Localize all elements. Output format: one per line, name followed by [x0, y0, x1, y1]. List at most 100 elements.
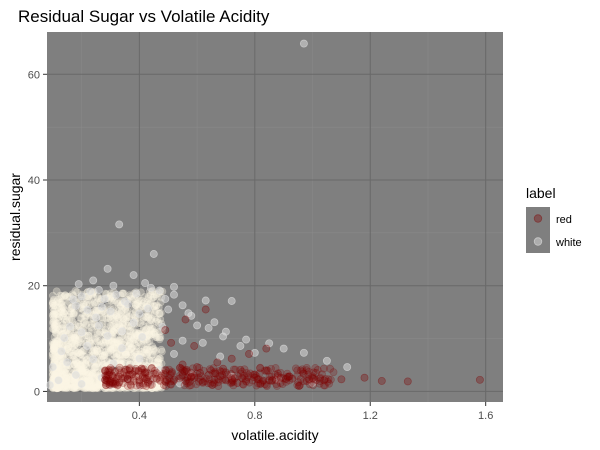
- white-point: [119, 314, 128, 323]
- white-point: [90, 363, 99, 372]
- white-point: [122, 350, 131, 359]
- white-point: [127, 350, 136, 359]
- white-point: [150, 328, 159, 336]
- red-point: [135, 378, 144, 386]
- white-point: [50, 340, 58, 349]
- white-point: [112, 376, 120, 384]
- chart-title: Residual Sugar vs Volatile Acidity: [18, 7, 270, 26]
- white-point: [52, 329, 61, 338]
- white-point: [69, 384, 78, 393]
- white-point: [57, 292, 66, 300]
- white-point: [88, 333, 97, 342]
- white-point: [69, 333, 78, 342]
- white-point: [61, 291, 69, 300]
- red-point: [156, 373, 165, 382]
- red-point: [294, 378, 303, 387]
- white-point: [48, 352, 57, 361]
- white-point: [76, 314, 85, 322]
- white-point: [73, 341, 82, 349]
- red-point: [254, 375, 263, 383]
- white-point: [122, 311, 131, 320]
- white-point: [157, 381, 166, 390]
- red-point: [202, 374, 211, 383]
- white-point: [72, 383, 81, 392]
- white-point: [120, 382, 129, 391]
- white-point: [113, 337, 122, 346]
- red-point: [113, 373, 121, 382]
- red-point: [302, 363, 311, 372]
- white-point: [142, 345, 151, 354]
- legend: label red white: [526, 185, 582, 253]
- white-point: [118, 306, 126, 315]
- red-point: [152, 374, 161, 383]
- legend-white-point: [533, 237, 543, 246]
- white-point: [308, 379, 317, 387]
- white-point: [140, 364, 149, 373]
- red-point: [205, 375, 214, 384]
- white-point: [148, 362, 157, 371]
- white-point: [129, 334, 138, 342]
- white-point: [51, 324, 59, 333]
- white-point: [135, 367, 144, 375]
- white-point: [122, 367, 131, 376]
- white-point: [138, 366, 147, 375]
- white-point: [114, 314, 122, 323]
- white-point: [49, 315, 58, 323]
- red-point: [252, 373, 260, 382]
- red-point: [265, 372, 274, 381]
- white-point: [107, 337, 116, 346]
- white-point: [113, 375, 122, 384]
- white-point: [139, 299, 147, 308]
- white-point: [148, 356, 157, 365]
- white-point: [57, 305, 66, 314]
- red-point: [193, 363, 202, 372]
- white-point: [67, 375, 75, 384]
- white-point: [49, 345, 58, 354]
- white-point: [227, 297, 236, 305]
- white-point: [63, 372, 72, 381]
- white-point: [48, 349, 57, 358]
- red-point: [244, 371, 253, 380]
- white-point: [110, 371, 119, 380]
- white-point: [115, 307, 124, 315]
- red-point: [108, 366, 117, 374]
- white-point: [59, 320, 67, 329]
- white-point: [115, 336, 124, 345]
- white-point: [51, 328, 60, 337]
- red-point: [206, 379, 215, 388]
- red-point: [101, 375, 109, 384]
- white-point: [124, 333, 133, 342]
- red-point: [309, 368, 318, 377]
- major-gridlines: [47, 32, 503, 402]
- red-point: [152, 368, 161, 377]
- white-point: [48, 350, 57, 359]
- white-point: [106, 381, 115, 390]
- red-point: [319, 381, 328, 390]
- white-point: [91, 363, 100, 371]
- red-point: [227, 354, 236, 363]
- red-point: [323, 377, 332, 386]
- red-point: [145, 376, 154, 384]
- red-point: [147, 364, 156, 373]
- white-point: [118, 327, 126, 336]
- red-point: [218, 375, 227, 384]
- red-point: [201, 305, 210, 314]
- white-point: [91, 335, 99, 344]
- white-point: [70, 333, 79, 342]
- red-point: [320, 376, 329, 385]
- white-point: [149, 293, 158, 301]
- white-point: [50, 339, 59, 348]
- white-point: [134, 297, 142, 306]
- white-point: [142, 345, 151, 354]
- red-point: [238, 374, 247, 383]
- red-point: [216, 368, 225, 376]
- white-point: [81, 359, 90, 368]
- white-point: [123, 383, 132, 392]
- white-point: [67, 339, 76, 348]
- red-point: [228, 376, 236, 385]
- red-point: [127, 381, 136, 390]
- red-point: [139, 379, 147, 388]
- white-point: [55, 368, 63, 377]
- white-point: [156, 309, 165, 317]
- white-point: [123, 313, 131, 322]
